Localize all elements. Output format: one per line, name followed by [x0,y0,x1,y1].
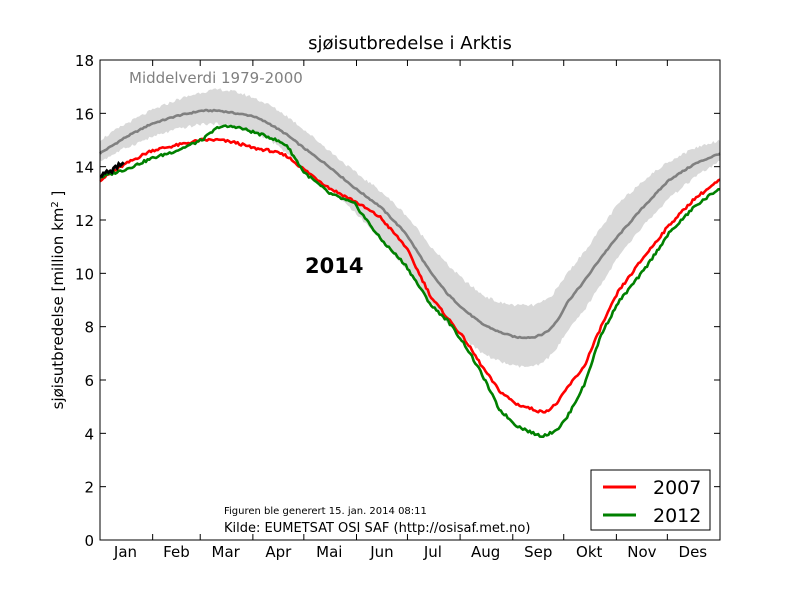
y-tick-label: 12 [75,212,94,230]
y-axis-label-text: sjøisutbredelse [million km [49,208,67,410]
y-tick-label: 16 [75,105,94,123]
x-tick-label: Jan [113,543,137,561]
x-tick-label: Des [679,543,708,561]
y-tick-label: 18 [75,52,94,70]
y-axis-label-end: ] [49,191,67,202]
legend: 2007 2012 [590,469,711,531]
y-tick-label: 14 [75,159,94,177]
x-tick-label: Mar [212,543,241,561]
x-tick-label: Feb [163,543,190,561]
x-tick-label: Okt [576,543,602,561]
series-line-2014 [100,160,125,178]
legend-label-2007: 2007 [653,477,701,499]
chart-title: sjøisutbredelse i Arktis [308,33,512,54]
mean-label: Middelverdi 1979-2000 [129,69,303,87]
x-tick-label: Jul [423,543,442,561]
x-tick-label: Mai [316,543,342,561]
y-tick-label: 10 [75,265,94,283]
y-tick-label: 4 [84,425,94,443]
plot-area [99,88,721,438]
y-axis-label: sjøisutbredelse [million km2 ] [49,191,67,410]
series-line-mean [99,108,721,340]
y-axis-label-superscript: 2 [50,201,61,207]
y-tick-label: 2 [84,479,94,497]
mean-range-band [100,88,720,368]
generated-note: Figuren ble generert 15. jan. 2014 08:11 [224,506,427,517]
series-line-2012 [99,124,720,438]
legend-box [590,469,711,531]
x-axis: Jan Feb Mar Apr Mai Jun Jul Aug Sep Okt Nov Des [99,60,721,561]
x-tick-label: Apr [265,543,292,561]
y-axis: 0 2 4 6 8 10 12 14 16 18 [75,52,720,550]
year-label: 2014 [305,254,363,278]
series-lines [99,108,721,438]
plot-frame [99,59,721,541]
mean-range-band-area [100,88,720,368]
x-tick-label: Sep [524,543,552,561]
x-tick-label: Jun [369,543,393,561]
y-tick-label: 0 [84,532,94,550]
x-tick-label: Nov [627,543,656,561]
legend-label-2012: 2012 [653,505,701,527]
y-tick-label: 6 [84,372,94,390]
x-tick-label: Aug [471,543,500,561]
source-note: Kilde: EUMETSAT OSI SAF (http://osisaf.m… [224,521,530,536]
y-tick-label: 8 [84,319,94,337]
